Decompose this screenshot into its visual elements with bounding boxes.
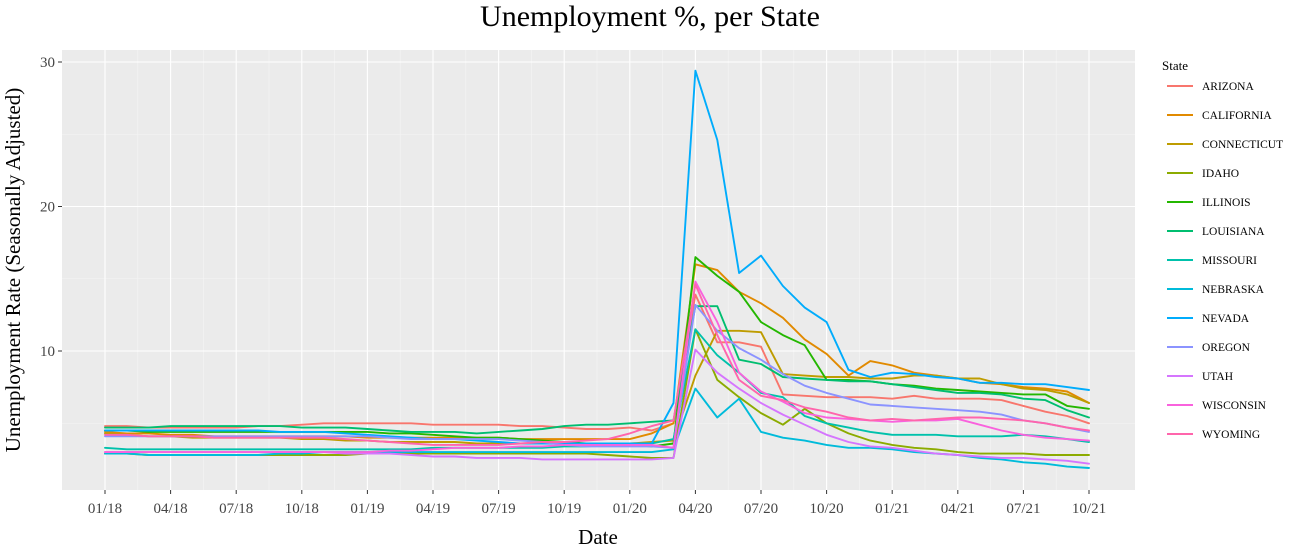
legend-label-idaho: IDAHO [1202,168,1239,180]
series-lines [104,69,1090,469]
legend-label-connecticut: CONNECTICUT [1202,139,1283,151]
legend-label-california: CALIFORNIA [1202,110,1272,122]
x-axis-title: Date [578,525,618,549]
legend-label-nevada: NEVADA [1202,313,1250,325]
series-line-oregon [104,303,1090,449]
y-axis: 10 20 30 [40,55,62,360]
x-tick-label: 07/18 [219,501,253,517]
x-tick-label: 04/19 [416,501,450,517]
legend-label-missouri: MISSOURI [1202,255,1257,267]
x-tick-label: 01/20 [613,501,647,517]
legend-title: State [1162,58,1188,73]
minor-gridlines [62,50,1135,490]
y-axis-title: Unemployment Rate (Seasonally Adjusted) [1,88,25,453]
legend-label-oregon: OREGON [1202,342,1251,354]
y-tick-label: 20 [40,200,55,216]
legend-label-utah: UTAH [1202,371,1233,383]
legend-label-arizona: ARIZONA [1202,81,1254,93]
x-tick-label: 10/20 [810,501,844,517]
legend-label-wyoming: WYOMING [1202,429,1260,441]
y-tick-label: 30 [40,55,55,71]
legend-label-nebraska: NEBRASKA [1202,284,1265,296]
x-tick-label: 07/21 [1006,501,1040,517]
x-tick-label: 10/19 [547,501,581,517]
series-line-nevada [104,69,1090,445]
x-tick-label: 01/19 [350,501,384,517]
legend: State ARIZONA CALIFORNIA CONNECTICUT IDAHO I… [1162,58,1283,441]
x-tick-label: 04/20 [678,501,712,517]
series-line-louisiana [104,305,1090,435]
legend-label-illinois: ILLINOIS [1202,197,1251,209]
x-tick-label: 04/18 [154,501,188,517]
x-tick-label: 04/21 [941,501,975,517]
y-tick-label: 10 [40,344,55,360]
x-tick-label: 07/20 [744,501,778,517]
legend-label-wisconsin: WISCONSIN [1202,400,1267,412]
x-axis: 01/18 04/18 07/18 10/18 01/19 04/19 07/19 10/19… [88,490,1106,517]
series-line-wyoming [104,283,1090,446]
x-tick-label: 10/18 [285,501,319,517]
legend-label-louisiana: LOUISIANA [1202,226,1265,238]
chart-title: Unemployment %, per State [480,0,820,33]
x-tick-label: 01/18 [88,501,122,517]
x-tick-label: 01/21 [875,501,909,517]
x-tick-label: 10/21 [1072,501,1106,517]
x-tick-label: 07/19 [482,501,516,517]
